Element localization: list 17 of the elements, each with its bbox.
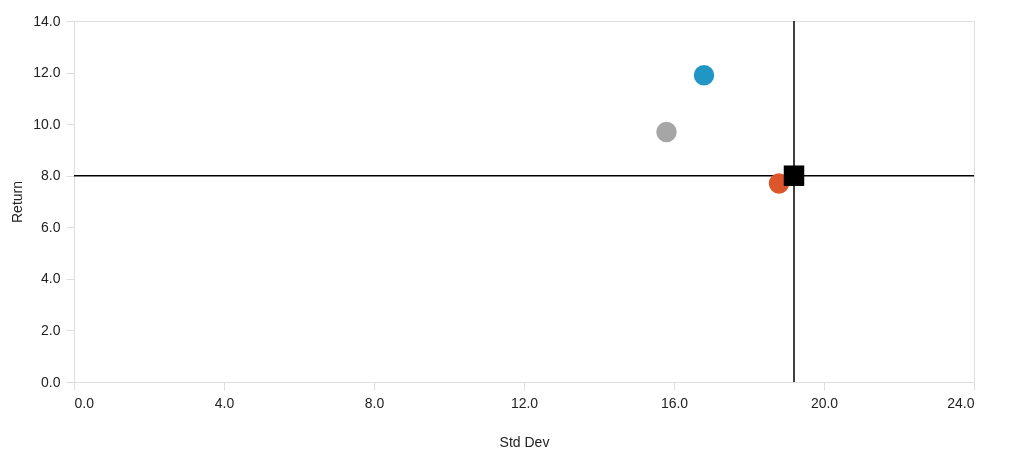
y-tick-label: 2.0: [41, 321, 61, 338]
y-tick-label: 6.0: [41, 218, 61, 235]
y-tick-label: 12.0: [33, 64, 61, 81]
x-axis-title: Std Dev: [499, 433, 550, 450]
y-tick-label: 0.0: [41, 373, 61, 390]
x-tick-label: 12.0: [510, 394, 539, 411]
y-tick-label: 8.0: [41, 167, 61, 184]
y-tick-label: 4.0: [41, 270, 61, 287]
x-tick-label: 4.0: [214, 394, 235, 411]
x-tick-label: 16.0: [660, 394, 689, 411]
x-tick-label: 20.0: [810, 394, 839, 411]
x-tick-label: 8.0: [364, 394, 385, 411]
x-tick-label: 0.0: [74, 394, 95, 411]
y-tick-label: 10.0: [33, 115, 61, 132]
y-axis-title: Return: [9, 180, 26, 224]
x-tick-label: 24.0: [947, 394, 975, 411]
y-tick-label: 14.0: [33, 12, 61, 29]
